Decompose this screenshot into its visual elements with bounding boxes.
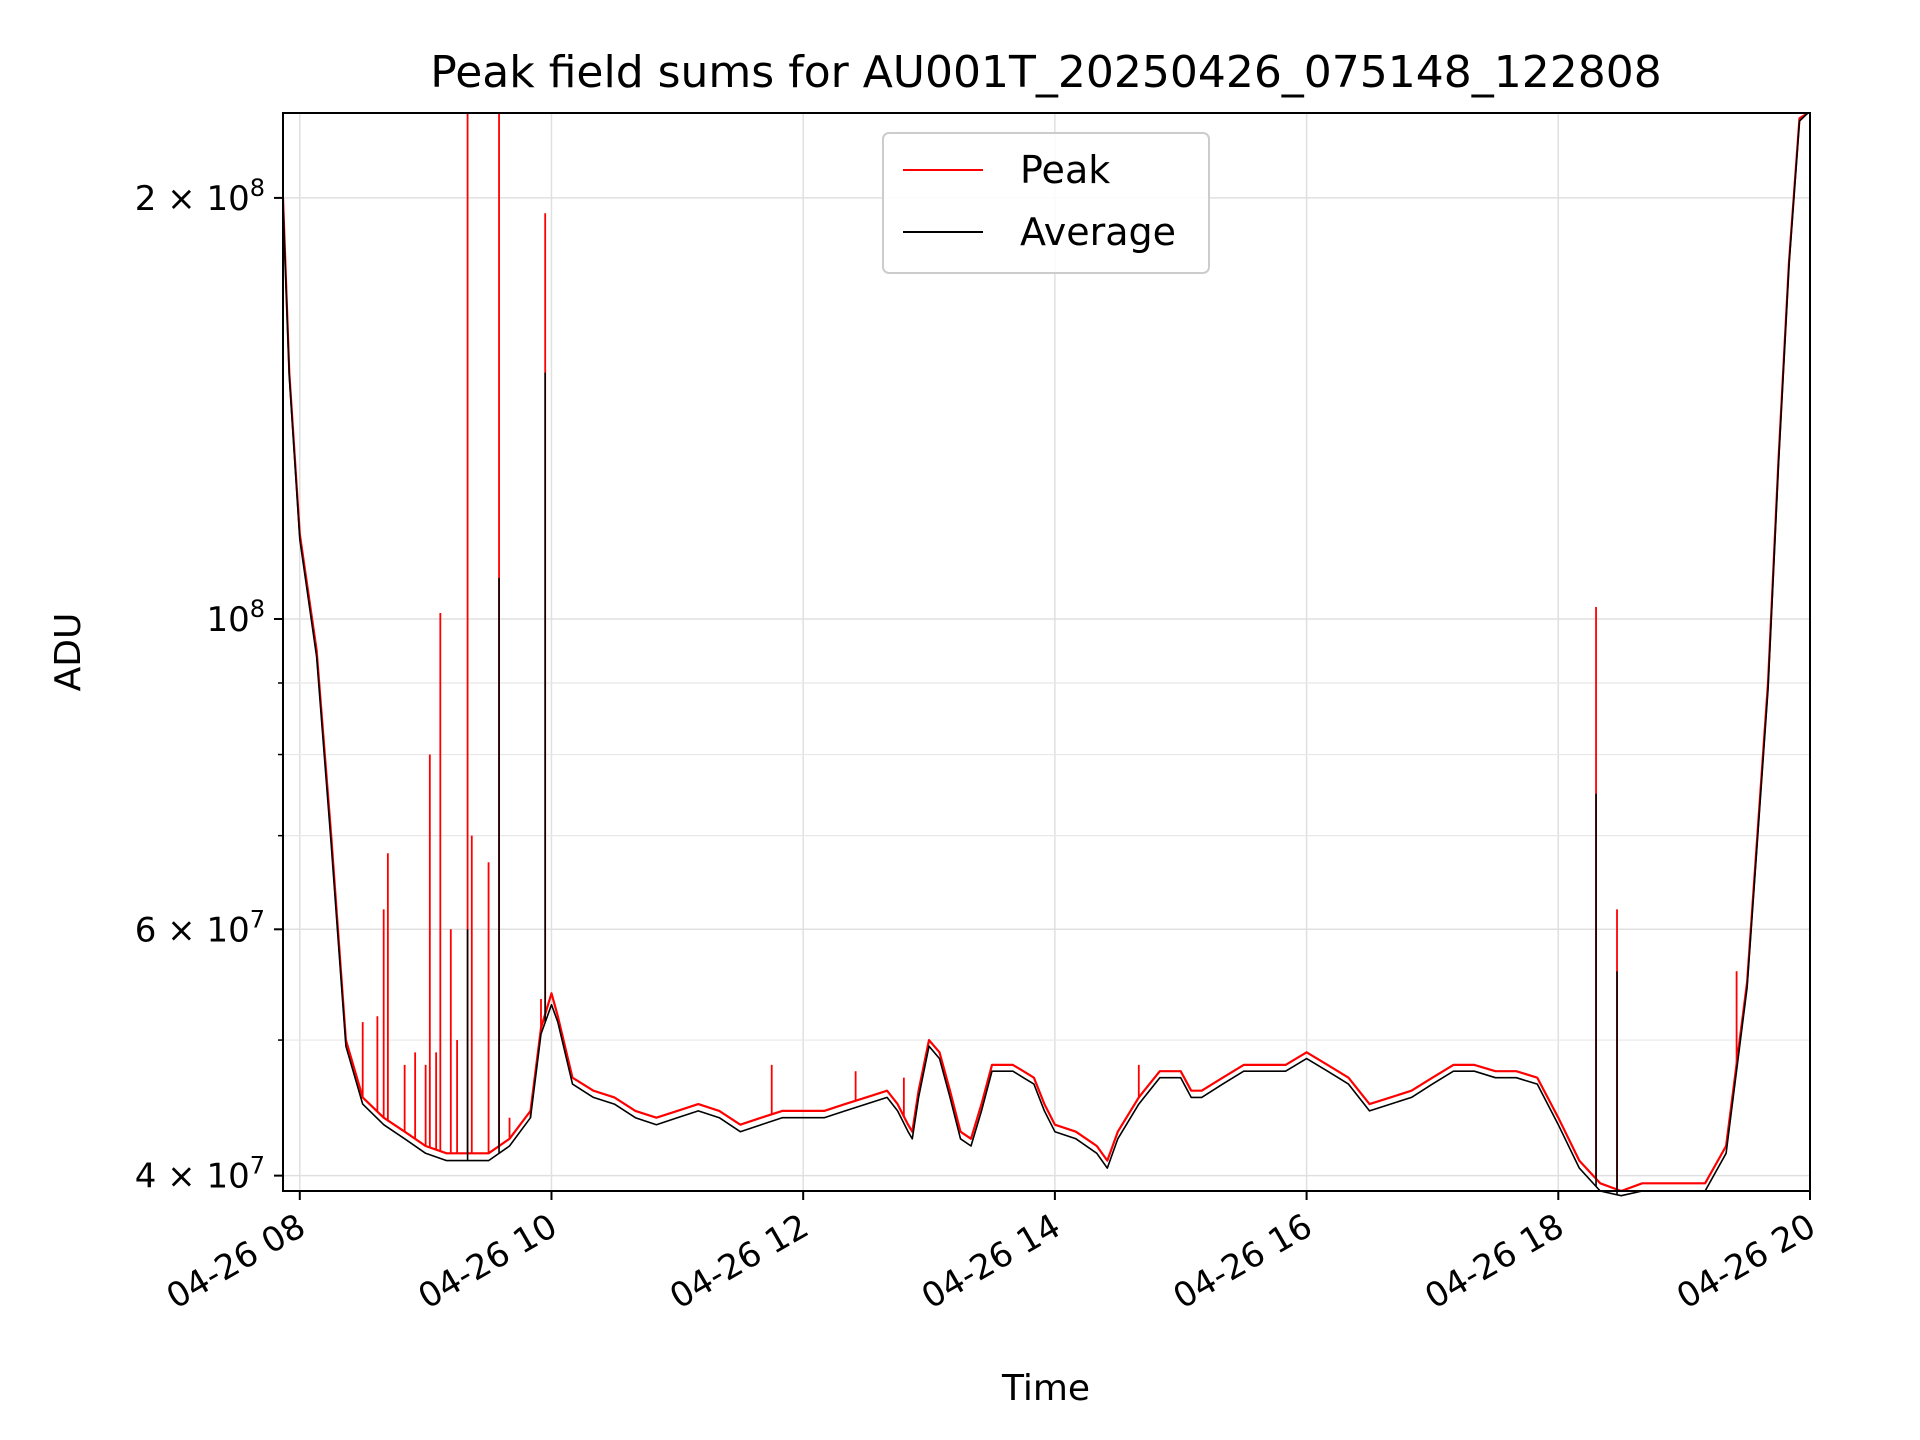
- y-tick-label: 2 × 108: [135, 174, 265, 219]
- chart-title: Peak field sums for AU001T_20250426_0751…: [430, 47, 1662, 98]
- plot-frame: [282, 112, 1811, 1192]
- x-tick-label: 04-26 08: [160, 1206, 312, 1317]
- y-axis-title: ADU: [48, 613, 89, 692]
- legend-box: [882, 132, 1210, 274]
- legend-label-average: Average: [1020, 210, 1176, 254]
- y-tick-label: 108: [206, 595, 265, 640]
- x-axis-title: Time: [1001, 1368, 1090, 1409]
- series-line-peak: [281, 112, 1809, 1193]
- x-tick-label: 04-26 20: [1670, 1206, 1822, 1317]
- legend-label-peak: Peak: [1020, 148, 1110, 192]
- series-layer: [281, 112, 1809, 1197]
- y-tick-label: 4 × 107: [135, 1152, 265, 1197]
- x-tick-label: 04-26 12: [663, 1206, 815, 1317]
- series-line-average: [282, 112, 1809, 1197]
- x-tick-label: 04-26 18: [1418, 1206, 1570, 1317]
- y-tick-label: 6 × 107: [135, 905, 265, 950]
- legend: Peak Average: [882, 132, 1210, 274]
- x-tick-label: 04-26 10: [412, 1206, 564, 1317]
- x-tick-label: 04-26 14: [915, 1206, 1067, 1317]
- grid: [283, 113, 1811, 1191]
- x-tick-label: 04-26 16: [1167, 1206, 1319, 1317]
